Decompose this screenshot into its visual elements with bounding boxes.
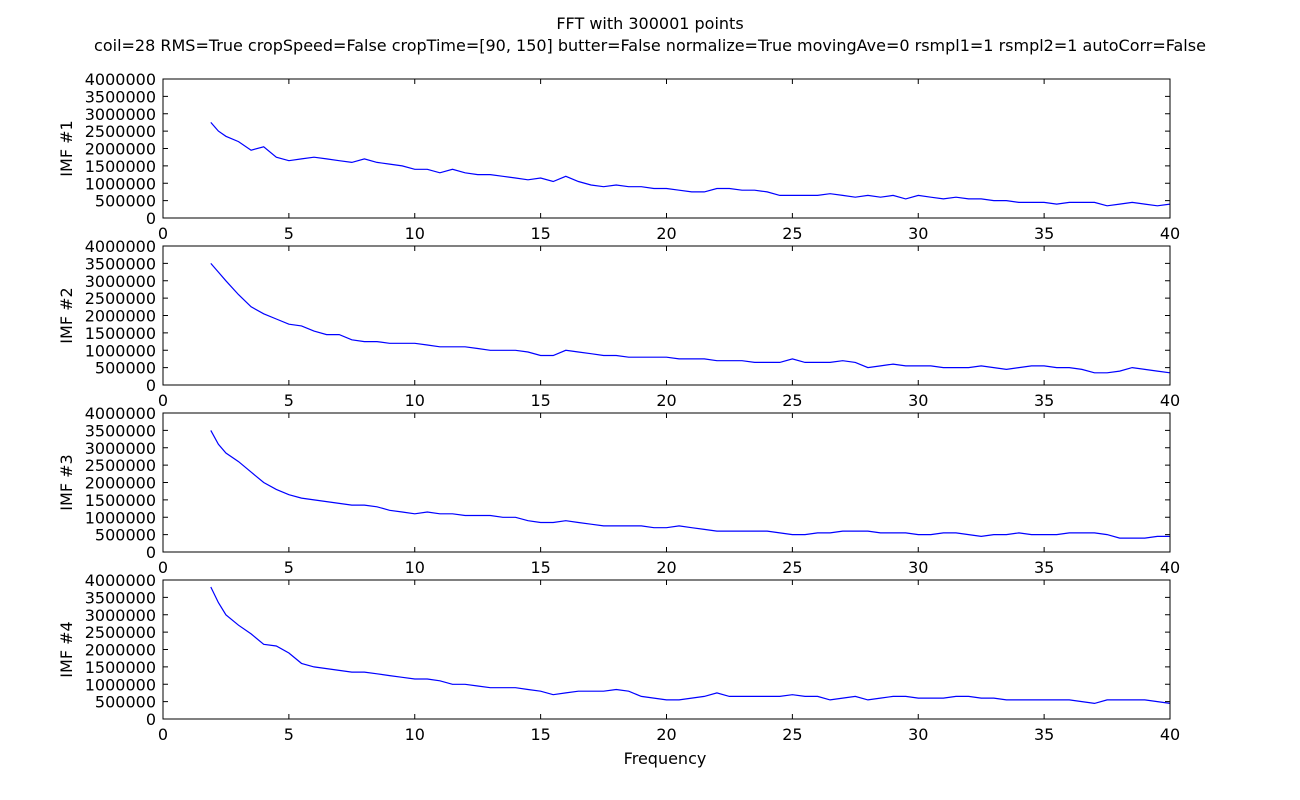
y-tick-label: 2000000 bbox=[85, 307, 156, 326]
x-tick-label: 35 bbox=[1034, 558, 1054, 577]
y-tick-label: 3500000 bbox=[85, 421, 156, 440]
chart-title: FFT with 300001 points bbox=[556, 14, 744, 33]
x-tick-label: 35 bbox=[1034, 725, 1054, 744]
y-tick-label: 4000000 bbox=[85, 571, 156, 590]
x-tick-label: 10 bbox=[405, 391, 425, 410]
series-line-4-1 bbox=[210, 586, 1171, 705]
y-tick-label: 1000000 bbox=[85, 675, 156, 694]
x-tick-label: 10 bbox=[405, 558, 425, 577]
axes-frame bbox=[162, 78, 1171, 219]
series-line-1-1 bbox=[210, 122, 1171, 207]
y-tick-label: 1500000 bbox=[85, 157, 156, 176]
subplot-1: 0 5 10 15 20 25 30 35 40 050000010000001500000200… bbox=[57, 70, 1180, 243]
subplot-2: 0 5 10 15 20 25 30 35 40 050000010000001500000200… bbox=[57, 237, 1180, 410]
y-axis-label: IMF #2 bbox=[57, 287, 76, 343]
x-tick-label: 25 bbox=[782, 224, 802, 243]
y-axis-label: IMF #3 bbox=[57, 454, 76, 510]
axes-frame bbox=[162, 579, 1171, 720]
chart-subtitle: coil=28 RMS=True cropSpeed=False cropTim… bbox=[94, 36, 1206, 55]
x-tick-label: 25 bbox=[782, 558, 802, 577]
y-axis-label: IMF #1 bbox=[57, 120, 76, 176]
series-line-3-1 bbox=[210, 430, 1170, 539]
x-tick-label: 0 bbox=[158, 725, 168, 744]
axes-frame bbox=[162, 412, 1171, 553]
y-tick-label: 3500000 bbox=[85, 254, 156, 273]
y-tick-label: 3000000 bbox=[85, 439, 156, 458]
y-tick-label: 0 bbox=[146, 209, 156, 228]
y-tick-label: 2500000 bbox=[85, 122, 156, 141]
y-tick-label: 1000000 bbox=[85, 508, 156, 527]
y-tick-label: 3500000 bbox=[85, 87, 156, 106]
x-tick-label: 15 bbox=[530, 725, 550, 744]
x-tick-label: 35 bbox=[1034, 224, 1054, 243]
y-tick-label: 3000000 bbox=[85, 606, 156, 625]
subplot-4: 0 5 10 15 20 25 30 35 40 050000010000001500000200… bbox=[57, 571, 1180, 744]
y-tick-label: 2500000 bbox=[85, 623, 156, 642]
y-tick-label: 3000000 bbox=[85, 272, 156, 291]
x-tick-label: 25 bbox=[782, 725, 802, 744]
y-tick-label: 2500000 bbox=[85, 456, 156, 475]
y-axis-label: IMF #4 bbox=[57, 621, 76, 677]
y-tick-label: 0 bbox=[146, 543, 156, 562]
y-tick-label: 500000 bbox=[95, 693, 156, 712]
x-tick-label: 40 bbox=[1160, 391, 1180, 410]
x-tick-label: 20 bbox=[656, 558, 676, 577]
x-tick-label: 25 bbox=[782, 391, 802, 410]
y-tick-label: 1000000 bbox=[85, 174, 156, 193]
y-tick-label: 2000000 bbox=[85, 140, 156, 159]
y-tick-label: 0 bbox=[146, 376, 156, 395]
x-tick-label: 0 bbox=[158, 391, 168, 410]
x-tick-label: 10 bbox=[405, 725, 425, 744]
y-tick-label: 500000 bbox=[95, 192, 156, 211]
series-line-2-1 bbox=[210, 263, 1171, 374]
y-tick-label: 1500000 bbox=[85, 658, 156, 677]
x-tick-label: 40 bbox=[1160, 224, 1180, 243]
y-tick-label: 1500000 bbox=[85, 324, 156, 343]
x-tick-label: 40 bbox=[1160, 725, 1180, 744]
x-tick-label: 5 bbox=[284, 725, 294, 744]
x-tick-label: 30 bbox=[908, 558, 928, 577]
x-tick-label: 15 bbox=[530, 391, 550, 410]
x-tick-label: 20 bbox=[656, 224, 676, 243]
x-tick-label: 20 bbox=[656, 391, 676, 410]
x-tick-label: 40 bbox=[1160, 558, 1180, 577]
x-tick-label: 30 bbox=[908, 224, 928, 243]
y-tick-label: 3500000 bbox=[85, 588, 156, 607]
y-tick-label: 2000000 bbox=[85, 474, 156, 493]
x-axis-label: Frequency bbox=[623, 749, 707, 768]
axes-frame bbox=[162, 245, 1171, 386]
y-tick-label: 4000000 bbox=[85, 237, 156, 256]
x-tick-label: 20 bbox=[656, 725, 676, 744]
y-tick-label: 1500000 bbox=[85, 491, 156, 510]
x-tick-label: 5 bbox=[284, 558, 294, 577]
subplot-3: 0 5 10 15 20 25 30 35 40 050000010000001500000200… bbox=[57, 404, 1180, 577]
x-tick-label: 5 bbox=[284, 224, 294, 243]
x-tick-label: 0 bbox=[158, 558, 168, 577]
y-tick-label: 1000000 bbox=[85, 341, 156, 360]
x-tick-label: 35 bbox=[1034, 391, 1054, 410]
y-tick-label: 500000 bbox=[95, 359, 156, 378]
y-tick-label: 0 bbox=[146, 710, 156, 729]
y-tick-label: 4000000 bbox=[85, 70, 156, 89]
y-tick-label: 2500000 bbox=[85, 289, 156, 308]
x-tick-label: 0 bbox=[158, 224, 168, 243]
x-tick-label: 30 bbox=[908, 391, 928, 410]
y-tick-label: 4000000 bbox=[85, 404, 156, 423]
x-tick-label: 5 bbox=[284, 391, 294, 410]
y-tick-label: 500000 bbox=[95, 526, 156, 545]
x-tick-label: 15 bbox=[530, 558, 550, 577]
y-tick-label: 3000000 bbox=[85, 105, 156, 124]
x-tick-label: 15 bbox=[530, 224, 550, 243]
y-tick-label: 2000000 bbox=[85, 641, 156, 660]
x-tick-label: 30 bbox=[908, 725, 928, 744]
x-tick-label: 10 bbox=[405, 224, 425, 243]
